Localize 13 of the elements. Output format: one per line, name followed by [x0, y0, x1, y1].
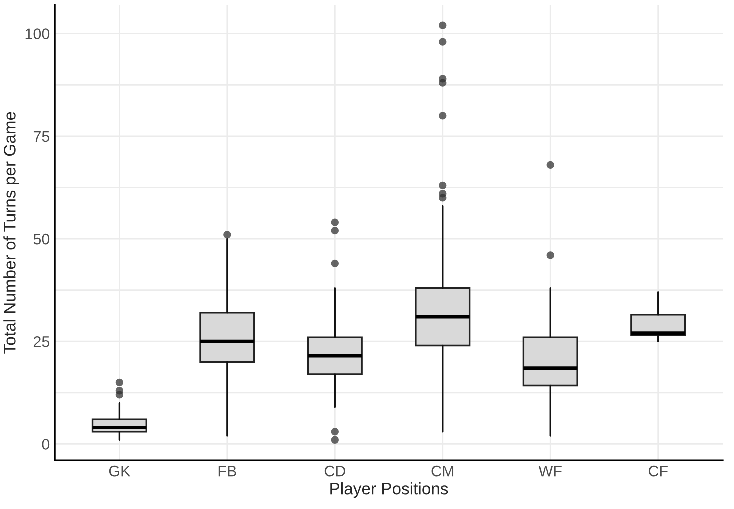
y-tick-label: 100 — [26, 28, 50, 40]
x-tick-label: GK — [109, 466, 131, 477]
y-axis-title: Total Number of Turns per Game — [4, 112, 20, 354]
x-tick-label: CM — [432, 466, 454, 477]
y-tick-label: 0 — [42, 439, 50, 450]
x-tick-label: WF — [538, 466, 562, 477]
x-tick-label: CF — [648, 466, 668, 477]
x-tick-label: CD — [324, 466, 346, 477]
y-tick-label: 75 — [34, 131, 50, 142]
y-tick-label: 50 — [34, 234, 50, 245]
x-axis-title: Player Positions — [330, 482, 448, 498]
y-tick-label: 25 — [34, 336, 50, 348]
x-tick-label: FB — [218, 466, 236, 477]
